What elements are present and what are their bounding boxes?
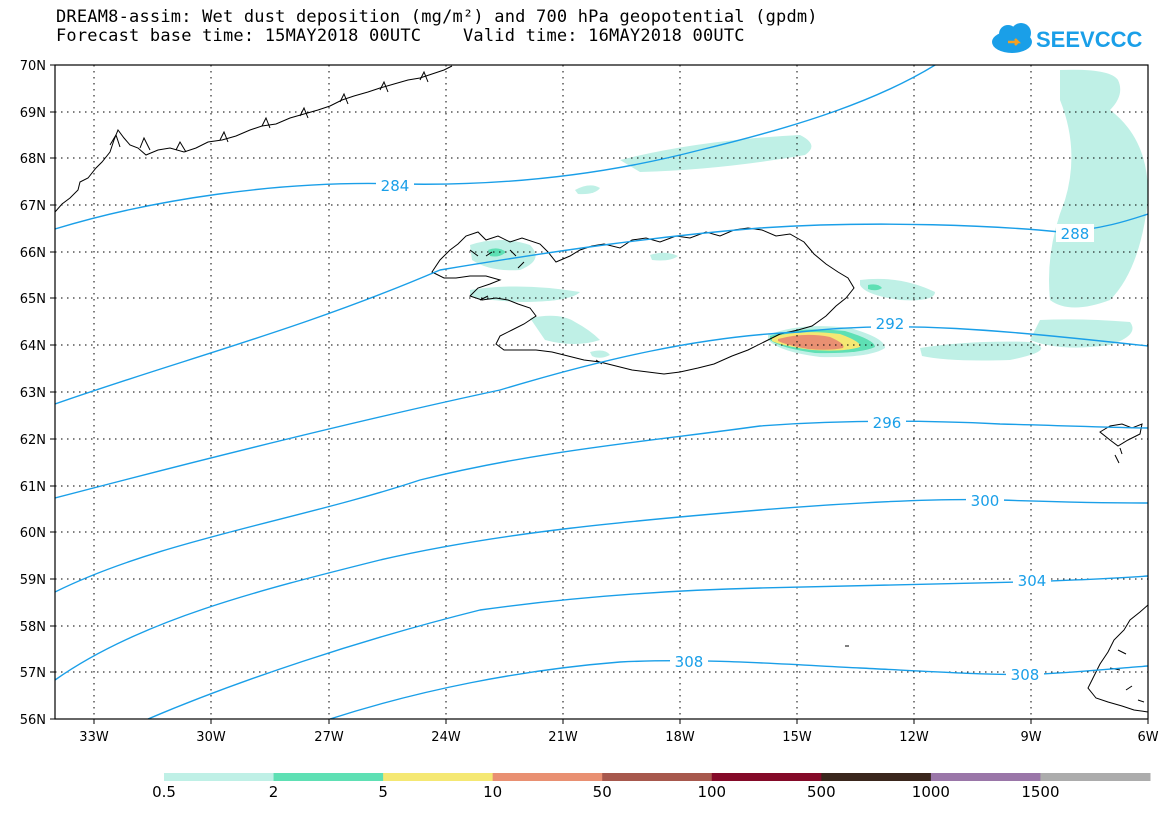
colorbar-swatch	[1040, 773, 1151, 781]
contour-label: 296	[873, 414, 902, 432]
colorbar-label: 5	[378, 783, 388, 801]
contour-label: 304	[1018, 572, 1047, 590]
lat-label: 62N	[20, 433, 46, 448]
colorbar-swatch	[821, 773, 932, 781]
lat-label: 59N	[20, 573, 46, 588]
lon-label: 24W	[431, 730, 461, 745]
map-subtitle: Forecast base time: 15MAY2018 00UTC Vali…	[56, 26, 745, 46]
logo-text: SEEVCCC	[1036, 27, 1142, 52]
seevccc-logo: SEEVCCC	[992, 23, 1142, 53]
latitude-labels: 70N 69N 68N 67N 66N 65N 64N 63N 62N 61N …	[20, 59, 46, 728]
lon-label: 15W	[782, 730, 812, 745]
lat-label: 58N	[20, 620, 46, 635]
contour-label: 292	[876, 315, 905, 333]
lat-label: 63N	[20, 386, 46, 401]
dust-deposition-shading	[470, 69, 1148, 361]
colorbar-label: 2	[268, 783, 279, 801]
colorbar-label: 10	[483, 783, 503, 801]
lon-label: 12W	[899, 730, 929, 745]
colorbar-swatch	[492, 773, 603, 781]
lat-label: 60N	[20, 526, 46, 541]
lat-label: 56N	[20, 713, 46, 728]
map-title: DREAM8-assim: Wet dust deposition (mg/m²…	[56, 7, 818, 27]
lat-label: 65N	[20, 292, 46, 307]
lat-label: 69N	[20, 106, 46, 121]
colorbar-label: 1500	[1021, 783, 1060, 801]
colorbar-swatch	[930, 773, 1041, 781]
longitude-labels: 33W 30W 27W 24W 21W 18W 15W 12W 9W 6W	[79, 730, 1158, 745]
lon-label: 9W	[1020, 730, 1041, 745]
colorbar-label: 0.5	[152, 783, 176, 801]
lat-label: 66N	[20, 246, 46, 261]
axis-ticks	[50, 64, 1149, 724]
contour-label: 300	[971, 492, 1000, 510]
cloud-icon	[992, 23, 1032, 53]
lon-label: 21W	[548, 730, 578, 745]
colorbar-label: 100	[697, 783, 727, 801]
colorbar-label: 500	[807, 783, 836, 801]
lat-label: 70N	[20, 59, 46, 74]
lon-label: 18W	[665, 730, 695, 745]
colorbar	[164, 773, 1151, 781]
colorbar-label: 1000	[911, 783, 950, 801]
geopotential-contours	[55, 65, 1148, 719]
colorbar-swatch	[602, 773, 713, 781]
contour-label: 308	[675, 653, 704, 671]
lon-label: 33W	[79, 730, 109, 745]
lat-label: 61N	[20, 480, 46, 495]
colorbar-swatch	[164, 773, 275, 781]
contour-label: 308	[1011, 666, 1040, 684]
lat-label: 68N	[20, 152, 46, 167]
lon-label: 6W	[1137, 730, 1158, 745]
colorbar-swatch	[273, 773, 384, 781]
contour-label: 284	[381, 177, 410, 195]
lon-label: 30W	[196, 730, 226, 745]
lon-label: 27W	[314, 730, 344, 745]
contour-label-group: 284 288 292 296 300 304 308 308	[376, 176, 1094, 684]
contour-label: 288	[1061, 225, 1090, 243]
colorbar-swatch	[383, 773, 494, 781]
lat-label: 64N	[20, 339, 46, 354]
lat-label: 67N	[20, 199, 46, 214]
coastlines	[55, 65, 1148, 713]
colorbar-label: 50	[592, 783, 612, 801]
graticule	[55, 65, 1148, 719]
colorbar-swatch	[711, 773, 822, 781]
lat-label: 57N	[20, 666, 46, 681]
